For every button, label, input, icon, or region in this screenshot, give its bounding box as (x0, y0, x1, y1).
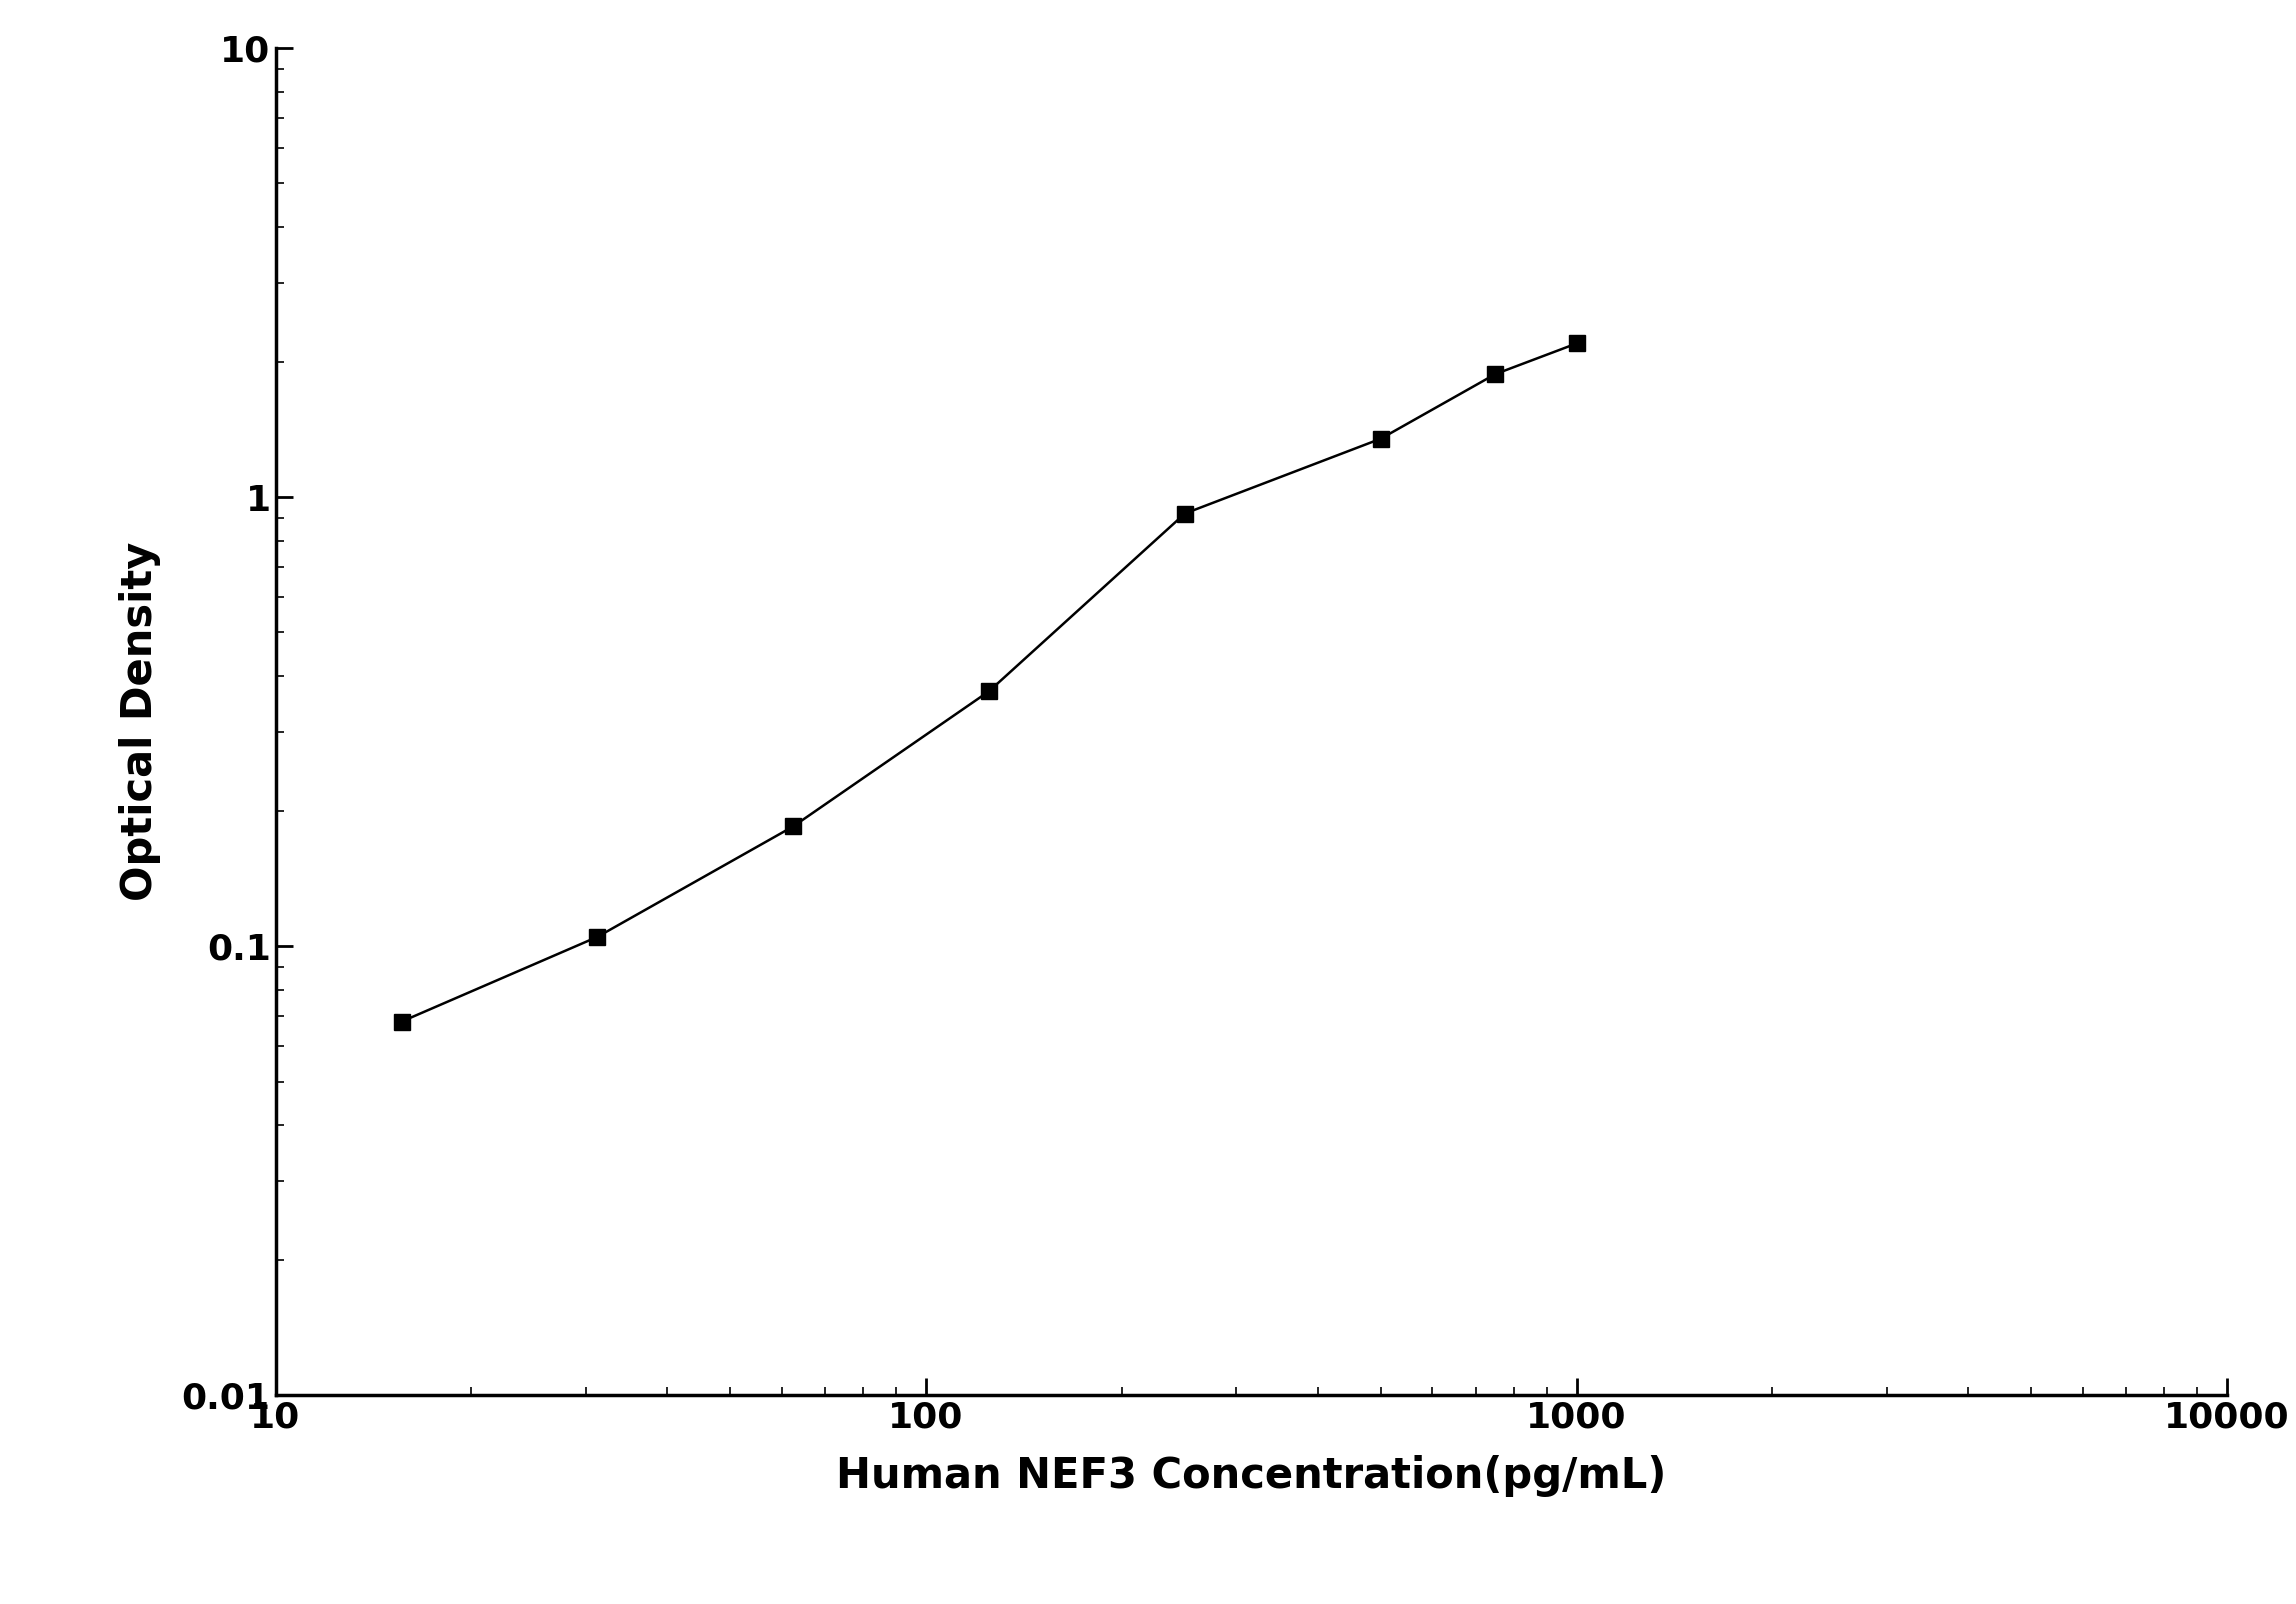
Y-axis label: Optical Density: Optical Density (119, 542, 161, 901)
X-axis label: Human NEF3 Concentration(pg/mL): Human NEF3 Concentration(pg/mL) (836, 1455, 1667, 1497)
